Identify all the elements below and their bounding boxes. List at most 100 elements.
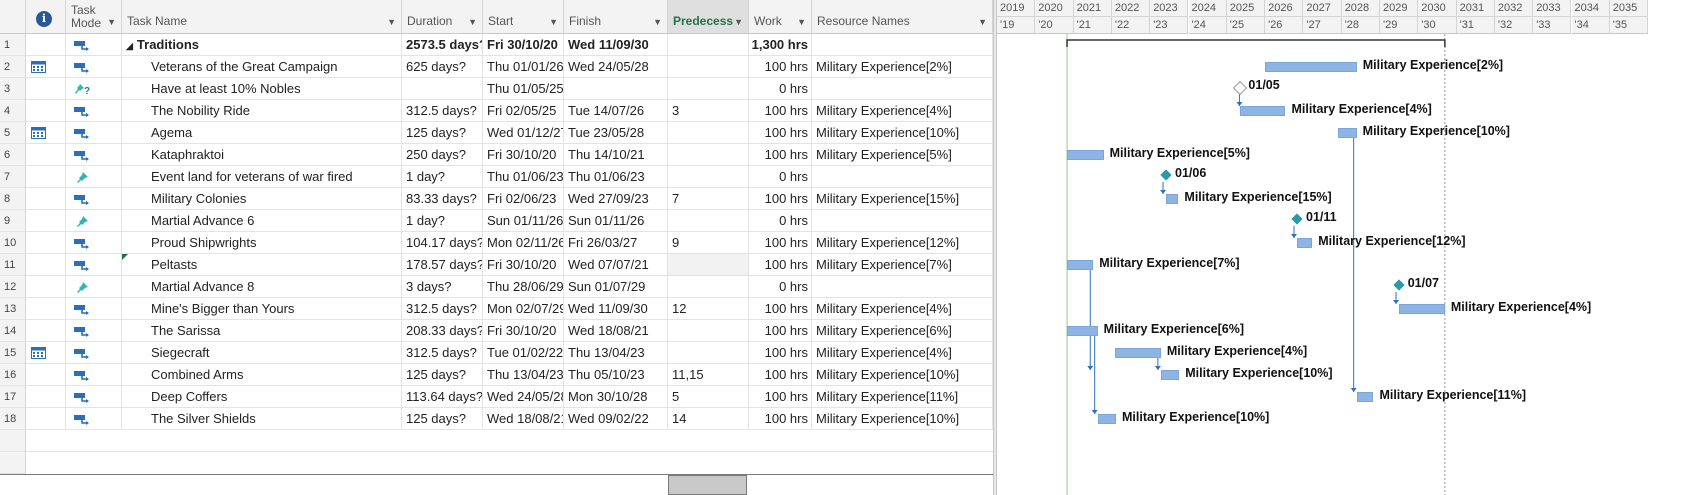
task-row[interactable]: 10 Proud Shipwrights 104.17 days? Mon 02/11… xyxy=(0,232,993,254)
start-cell[interactable]: Fri 30/10/20 xyxy=(483,144,564,166)
task-bar[interactable] xyxy=(1356,392,1374,402)
duration-cell[interactable]: 178.57 days? xyxy=(402,254,483,276)
indicator-cell[interactable] xyxy=(26,276,66,298)
predecessors-cell[interactable]: 9 xyxy=(668,232,749,254)
row-number[interactable]: 18 xyxy=(0,408,26,430)
finish-cell[interactable]: Wed 07/07/21 xyxy=(564,254,668,276)
task-name-cell[interactable]: Combined Arms xyxy=(122,364,402,386)
task-row[interactable]: 8 Military Colonies 83.33 days? Fri 02/06/2… xyxy=(0,188,993,210)
task-name-cell[interactable]: Agema xyxy=(122,122,402,144)
task-mode-cell[interactable] xyxy=(66,386,122,408)
predecessors-cell[interactable] xyxy=(668,56,749,78)
task-bar[interactable] xyxy=(1115,348,1161,358)
row-number[interactable]: 3 xyxy=(0,78,26,100)
indicator-cell[interactable] xyxy=(26,342,66,364)
start-cell[interactable]: Fri 30/10/20 xyxy=(483,254,564,276)
resource-names-cell[interactable] xyxy=(812,34,993,56)
header-predecessors[interactable]: Predecess ▼ xyxy=(668,0,749,34)
task-mode-cell[interactable] xyxy=(66,320,122,342)
chevron-down-icon[interactable]: ▼ xyxy=(797,17,806,27)
predecessors-cell[interactable]: 3 xyxy=(668,100,749,122)
task-bar[interactable] xyxy=(1297,238,1313,248)
task-bar[interactable] xyxy=(1265,62,1357,72)
start-cell[interactable]: Fri 02/05/25 xyxy=(483,100,564,122)
finish-cell[interactable]: Wed 11/09/30 xyxy=(564,34,668,56)
task-row[interactable]: 15 Siegecraft 312.5 days? Tue 01/02/22 Thu 1… xyxy=(0,342,993,364)
chevron-down-icon[interactable]: ▼ xyxy=(653,17,662,27)
work-cell[interactable]: 100 hrs xyxy=(749,254,812,276)
duration-cell[interactable]: 3 days? xyxy=(402,276,483,298)
duration-cell[interactable]: 125 days? xyxy=(402,122,483,144)
start-cell[interactable]: Wed 24/05/28 xyxy=(483,386,564,408)
indicator-cell[interactable] xyxy=(26,56,66,78)
finish-cell[interactable]: Thu 14/10/21 xyxy=(564,144,668,166)
task-row[interactable]: 5 Agema 125 days? Wed 01/12/27 Tue 23/05/28 1… xyxy=(0,122,993,144)
task-name-cell[interactable]: The Silver Shields xyxy=(122,408,402,430)
task-bar[interactable] xyxy=(1067,260,1094,270)
task-name-cell[interactable]: The Sarissa xyxy=(122,320,402,342)
task-name-cell[interactable]: Peltasts xyxy=(122,254,402,276)
start-cell[interactable]: Tue 01/02/22 xyxy=(483,342,564,364)
work-cell[interactable]: 100 hrs xyxy=(749,320,812,342)
task-bar[interactable] xyxy=(1067,150,1104,160)
indicator-cell[interactable] xyxy=(26,254,66,276)
indicator-cell[interactable] xyxy=(26,144,66,166)
task-bar[interactable] xyxy=(1239,106,1286,116)
task-mode-cell[interactable] xyxy=(66,34,122,56)
task-bar[interactable] xyxy=(1160,370,1180,380)
task-mode-cell[interactable] xyxy=(66,232,122,254)
header-resource-names[interactable]: Resource Names ▼ xyxy=(812,0,993,34)
resource-names-cell[interactable]: Military Experience[7%] xyxy=(812,254,993,276)
header-work[interactable]: Work ▼ xyxy=(749,0,812,34)
task-bar[interactable] xyxy=(1097,414,1116,424)
empty-cell[interactable] xyxy=(26,430,993,452)
predecessors-cell[interactable] xyxy=(668,210,749,232)
duration-cell[interactable]: 83.33 days? xyxy=(402,188,483,210)
start-cell[interactable]: Fri 30/10/20 xyxy=(483,34,564,56)
row-number[interactable]: 17 xyxy=(0,386,26,408)
chevron-down-icon[interactable]: ▼ xyxy=(734,17,743,27)
finish-cell[interactable]: Wed 11/09/30 xyxy=(564,298,668,320)
finish-cell[interactable]: Thu 01/06/23 xyxy=(564,166,668,188)
task-name-cell[interactable]: Military Colonies xyxy=(122,188,402,210)
indicator-cell[interactable] xyxy=(26,320,66,342)
chevron-down-icon[interactable]: ▼ xyxy=(468,17,477,27)
predecessors-cell[interactable] xyxy=(668,34,749,56)
duration-cell[interactable]: 2573.5 days? xyxy=(402,34,483,56)
duration-cell[interactable]: 312.5 days? xyxy=(402,100,483,122)
predecessors-cell[interactable] xyxy=(668,166,749,188)
work-cell[interactable]: 100 hrs xyxy=(749,56,812,78)
resource-names-cell[interactable]: Military Experience[4%] xyxy=(812,342,993,364)
task-mode-cell[interactable] xyxy=(66,188,122,210)
row-number[interactable]: 5 xyxy=(0,122,26,144)
horizontal-scrollbar-thumb[interactable] xyxy=(668,475,747,495)
task-mode-cell[interactable] xyxy=(66,100,122,122)
resource-names-cell[interactable] xyxy=(812,78,993,100)
row-number[interactable]: 4 xyxy=(0,100,26,122)
work-cell[interactable]: 100 hrs xyxy=(749,122,812,144)
task-name-cell[interactable]: Have at least 10% Nobles xyxy=(122,78,402,100)
predecessors-cell[interactable] xyxy=(668,320,749,342)
resource-names-cell[interactable] xyxy=(812,210,993,232)
start-cell[interactable]: Fri 02/06/23 xyxy=(483,188,564,210)
resource-names-cell[interactable]: Military Experience[4%] xyxy=(812,298,993,320)
finish-cell[interactable]: Wed 18/08/21 xyxy=(564,320,668,342)
task-row[interactable]: 3? Have at least 10% Nobles Thu 01/05/25 0 … xyxy=(0,78,993,100)
task-row[interactable]: 16 Combined Arms 125 days? Thu 13/04/23 Thu … xyxy=(0,364,993,386)
task-mode-cell[interactable] xyxy=(66,122,122,144)
finish-cell[interactable]: Sun 01/11/26 xyxy=(564,210,668,232)
indicator-cell[interactable] xyxy=(26,210,66,232)
task-name-cell[interactable]: Event land for veterans of war fired xyxy=(122,166,402,188)
resource-names-cell[interactable]: Military Experience[10%] xyxy=(812,364,993,386)
indicator-cell[interactable] xyxy=(26,298,66,320)
task-name-cell[interactable]: Martial Advance 6 xyxy=(122,210,402,232)
task-row[interactable]: 17 Deep Coffers 113.64 days? Wed 24/05/28 Mo… xyxy=(0,386,993,408)
header-task-name[interactable]: Task Name ▼ xyxy=(122,0,402,34)
finish-cell[interactable]: Fri 26/03/27 xyxy=(564,232,668,254)
row-number[interactable]: 2 xyxy=(0,56,26,78)
view-divider[interactable] xyxy=(993,0,997,495)
indicator-cell[interactable] xyxy=(26,188,66,210)
task-name-cell[interactable]: Kataphraktoi xyxy=(122,144,402,166)
duration-cell[interactable]: 1 day? xyxy=(402,166,483,188)
